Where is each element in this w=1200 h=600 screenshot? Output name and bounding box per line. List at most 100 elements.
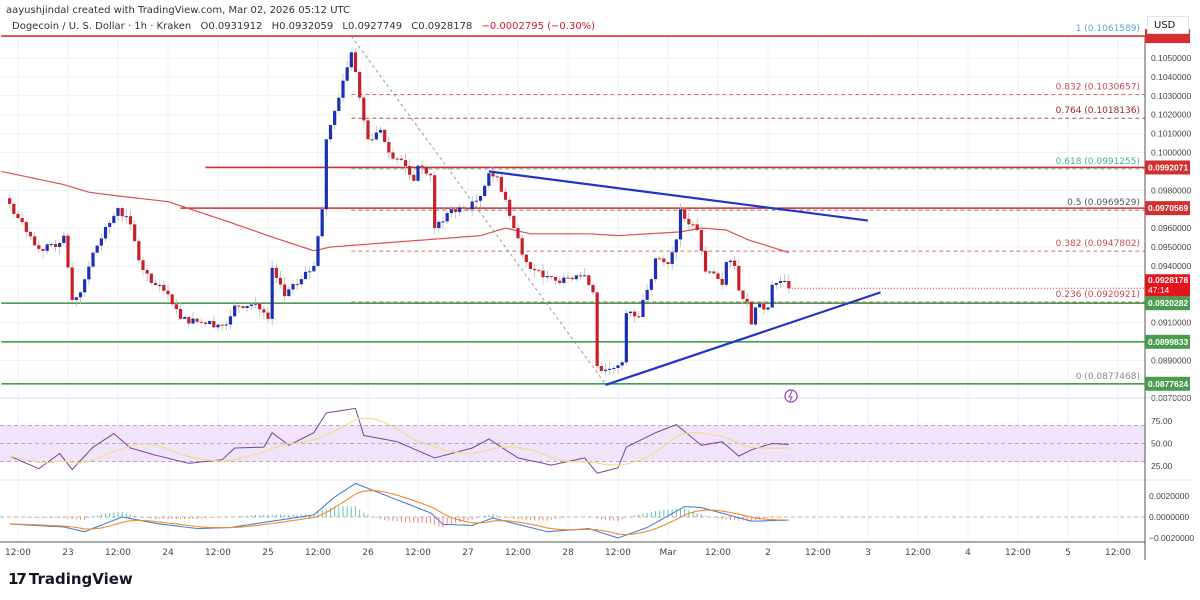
symbol-legend: Dogecoin / U. S. Dollar · 1h · Kraken O0… (10, 21, 604, 32)
time-tick-label: 12:00 (305, 548, 331, 558)
candle (174, 304, 178, 310)
candle (437, 221, 441, 229)
candle (116, 208, 120, 216)
candle (466, 208, 470, 210)
candle (658, 258, 662, 260)
candle (274, 267, 278, 278)
macd-tick-label: −0.0020000 (1149, 533, 1194, 543)
time-tick-label: 27 (462, 548, 473, 558)
countdown-text: 47:14 (1148, 285, 1170, 295)
candle (183, 317, 187, 319)
candle (599, 366, 603, 371)
candle (199, 321, 203, 323)
candle (62, 235, 66, 243)
rsi-line (9, 407, 789, 474)
candle (678, 209, 683, 240)
resistance-price-badge-text: 0.0970569 (1148, 203, 1188, 213)
trend-line (605, 291, 881, 387)
candle (441, 221, 445, 223)
candle (291, 284, 295, 290)
candle (191, 318, 195, 324)
candle (145, 269, 149, 274)
candle (620, 362, 624, 366)
candle (91, 252, 95, 267)
candle (320, 209, 324, 237)
fib-level-label: 0.5 (0.0969529) (1067, 198, 1140, 208)
candle (408, 166, 412, 175)
candle (233, 305, 237, 317)
candle (428, 173, 433, 176)
candle (541, 270, 545, 278)
rsi-ma-line (9, 417, 789, 467)
candle (266, 312, 270, 319)
candle (445, 213, 449, 222)
candle (103, 226, 108, 239)
candle (778, 281, 783, 283)
symbol-title[interactable]: Dogecoin / U. S. Dollar · 1h · Kraken (12, 21, 192, 32)
price-tick-label: 0.1030000 (1151, 91, 1191, 101)
candle (133, 224, 137, 242)
candle (87, 266, 91, 280)
candle (37, 245, 41, 249)
price-tick-label: 0.1010000 (1151, 129, 1191, 139)
price-tick-label: 0.0980000 (1151, 185, 1191, 195)
tradingview-logo: 17 TradingView (8, 570, 133, 588)
candle (49, 244, 53, 246)
candle (387, 141, 391, 153)
candle (245, 305, 249, 308)
support-price-badge-text: 0.0920282 (1148, 298, 1188, 308)
price-tick-label: 0.0960000 (1151, 223, 1191, 233)
candle (770, 284, 774, 308)
support-price-badge-text: 0.0877624 (1148, 379, 1188, 389)
candle (162, 284, 166, 291)
candle (753, 307, 758, 325)
candle (224, 324, 228, 326)
candle (528, 262, 533, 269)
candle (766, 307, 770, 310)
candle (24, 222, 28, 232)
candle (70, 267, 74, 300)
time-tick-label: 2 (765, 548, 771, 558)
candle (708, 271, 712, 273)
time-tick-label: 12:00 (405, 548, 431, 558)
time-tick-label: 12:00 (605, 548, 631, 558)
price-tick-label: 0.0890000 (1151, 355, 1191, 365)
candle (483, 185, 487, 196)
candle (53, 244, 58, 247)
candle (783, 281, 787, 283)
candle (83, 279, 87, 293)
price-tick-label: 0.1000000 (1151, 148, 1191, 158)
candle (258, 303, 262, 310)
time-tick-label: 5 (1065, 548, 1071, 558)
candle (395, 158, 399, 160)
candle (666, 262, 670, 265)
candle (608, 368, 612, 370)
candle (41, 248, 45, 251)
candle (724, 262, 728, 285)
macd-signal-line (9, 490, 789, 536)
candle (366, 120, 370, 140)
candle (187, 317, 191, 324)
time-tick-label: 26 (362, 548, 374, 558)
candle (299, 279, 303, 285)
candle (95, 245, 99, 253)
time-tick-label: 28 (562, 548, 574, 558)
candle (628, 311, 633, 314)
candle (216, 324, 220, 328)
candle (687, 218, 691, 225)
candle (578, 275, 583, 277)
candle (170, 294, 174, 305)
currency-selector[interactable]: USD (1147, 16, 1189, 34)
resistance-price-badge (1145, 160, 1190, 175)
candle (587, 275, 591, 285)
candle (553, 276, 558, 281)
candle (253, 303, 258, 305)
candle (241, 306, 245, 308)
time-tick-label: Mar (660, 548, 677, 558)
candle (583, 275, 587, 277)
resistance-price-badge (1145, 201, 1190, 216)
candle (383, 129, 387, 142)
rsi-tick-label: 75.00 (1151, 416, 1173, 426)
candle (516, 228, 520, 239)
